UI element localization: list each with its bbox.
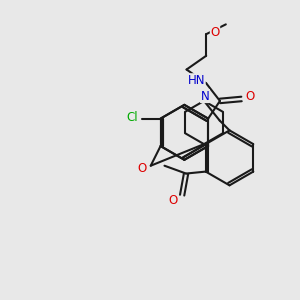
Text: O: O: [210, 26, 220, 39]
Text: N: N: [201, 89, 209, 103]
Text: O: O: [137, 162, 146, 175]
Text: Cl: Cl: [126, 111, 138, 124]
Text: O: O: [246, 91, 255, 103]
Text: HN: HN: [188, 74, 205, 87]
Text: O: O: [169, 194, 178, 207]
